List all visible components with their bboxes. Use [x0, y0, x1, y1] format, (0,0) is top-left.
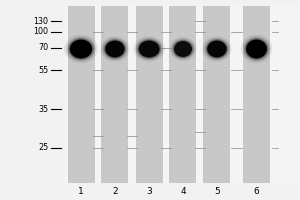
- Text: 1: 1: [78, 187, 84, 196]
- Ellipse shape: [68, 38, 94, 60]
- Ellipse shape: [104, 39, 126, 59]
- Ellipse shape: [100, 36, 130, 62]
- Bar: [169, 6, 196, 183]
- Text: 70: 70: [38, 44, 49, 52]
- Bar: [101, 6, 128, 183]
- Text: 3: 3: [146, 187, 152, 196]
- Text: 35: 35: [38, 104, 49, 114]
- Text: 25: 25: [38, 144, 49, 152]
- Ellipse shape: [243, 37, 270, 61]
- Text: 55: 55: [38, 66, 49, 75]
- Bar: [203, 6, 230, 183]
- Text: 100: 100: [34, 27, 49, 36]
- Ellipse shape: [102, 38, 128, 60]
- Ellipse shape: [105, 40, 125, 58]
- Text: 6: 6: [254, 187, 260, 196]
- Ellipse shape: [136, 38, 163, 60]
- Ellipse shape: [207, 40, 227, 58]
- Ellipse shape: [169, 37, 196, 61]
- Ellipse shape: [241, 35, 272, 63]
- Ellipse shape: [70, 40, 92, 58]
- Ellipse shape: [64, 35, 98, 63]
- Ellipse shape: [133, 36, 165, 62]
- Ellipse shape: [202, 36, 232, 62]
- Text: 130: 130: [34, 17, 49, 25]
- Text: 2: 2: [112, 187, 118, 196]
- Ellipse shape: [173, 40, 194, 58]
- Ellipse shape: [174, 41, 192, 57]
- Text: 4: 4: [180, 187, 186, 196]
- Ellipse shape: [246, 40, 267, 58]
- Bar: [243, 6, 270, 183]
- Ellipse shape: [139, 40, 160, 58]
- Ellipse shape: [137, 39, 161, 59]
- Bar: [64, 6, 298, 183]
- Ellipse shape: [244, 38, 268, 60]
- Text: 5: 5: [214, 187, 220, 196]
- Bar: [68, 6, 94, 183]
- Bar: [136, 6, 163, 183]
- Ellipse shape: [206, 39, 228, 59]
- Ellipse shape: [66, 37, 96, 61]
- Ellipse shape: [171, 39, 195, 59]
- Ellipse shape: [204, 38, 230, 60]
